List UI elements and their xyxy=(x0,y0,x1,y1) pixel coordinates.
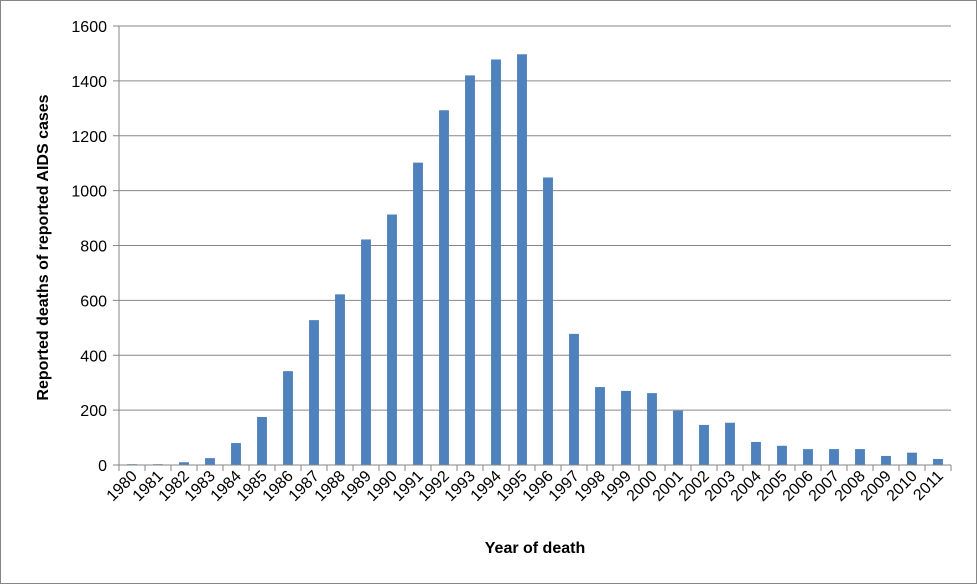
bars xyxy=(127,54,943,466)
y-tick-label: 400 xyxy=(80,348,107,365)
y-tick-label: 1200 xyxy=(71,129,107,146)
y-tick-label: 0 xyxy=(98,458,107,475)
x-axis-title: Year of death xyxy=(485,540,585,557)
gridlines xyxy=(119,25,951,411)
bar-1989 xyxy=(361,239,371,465)
y-axis-ticks: 0 200 400 600 800 1000 1200 1400 1600 xyxy=(71,19,119,475)
x-tick-label-2011: 2011 xyxy=(910,468,946,504)
bar-2009 xyxy=(881,455,891,465)
bar-2007 xyxy=(829,449,839,465)
y-axis-title: Reported deaths of reported AIDS cases xyxy=(35,94,52,400)
bar-1986 xyxy=(283,371,293,465)
bar-2002 xyxy=(699,424,709,465)
bar-1997 xyxy=(569,333,579,465)
bar-2001 xyxy=(673,410,683,465)
bar-1990 xyxy=(387,214,397,465)
bar-1996 xyxy=(543,177,553,465)
bar-1995 xyxy=(517,54,527,466)
bar-1991 xyxy=(413,162,423,466)
bar-1992 xyxy=(439,110,449,465)
bar-2010 xyxy=(907,452,917,465)
y-tick-label: 200 xyxy=(80,403,107,420)
bar-1983 xyxy=(205,458,215,465)
bar-1987 xyxy=(309,320,319,465)
bar-2011 xyxy=(933,458,943,465)
bar-1985 xyxy=(257,416,267,465)
bar-1982 xyxy=(179,462,189,465)
bar-2008 xyxy=(855,449,865,465)
bar-2006 xyxy=(803,449,813,465)
bar-1984 xyxy=(231,443,241,465)
y-tick-label: 600 xyxy=(80,293,107,310)
y-tick-label: 800 xyxy=(80,239,107,256)
bar-1993 xyxy=(465,75,475,465)
y-tick-label: 1000 xyxy=(71,184,107,201)
bar-2004 xyxy=(751,441,761,465)
y-tick-label: 1600 xyxy=(71,19,107,36)
bar-2000 xyxy=(647,393,657,465)
bar-1994 xyxy=(491,59,501,465)
bar-1988 xyxy=(335,294,345,465)
y-tick-label: 1400 xyxy=(71,74,107,91)
bar-1999 xyxy=(621,390,631,465)
x-axis-ticks: 1980198119821983198419851986198719881989… xyxy=(104,465,952,505)
bar-2005 xyxy=(777,445,787,465)
bar-2003 xyxy=(725,422,735,465)
bar-1998 xyxy=(595,387,605,465)
